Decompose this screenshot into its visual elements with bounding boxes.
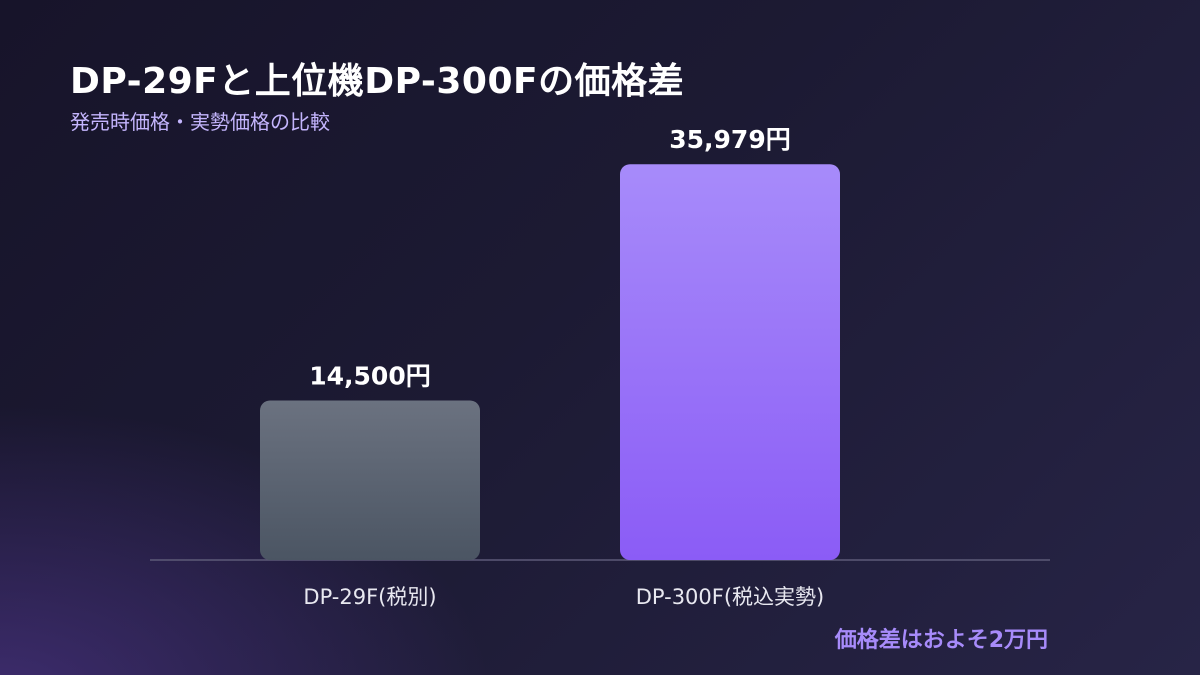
bars-layer: 14,500円 DP-29F(税別) 35,979円 DP-300F(税込実勢) (260, 125, 840, 609)
bar-value-label-2: 35,979円 (669, 125, 790, 154)
chart-title: DP-29Fと上位機DP-300Fの価格差 (70, 61, 685, 102)
bar-2 (620, 164, 840, 560)
price-difference-annotation: 価格差はおよそ2万円 (834, 628, 1048, 653)
chart-subtitle: 発売時価格・実勢価格の比較 (70, 110, 330, 134)
x-tick-label-2: DP-300F(税込実勢) (636, 585, 825, 609)
bar-1 (260, 400, 480, 560)
x-tick-label-1: DP-29F(税別) (303, 585, 436, 609)
bar-value-label-1: 14,500円 (309, 362, 430, 391)
